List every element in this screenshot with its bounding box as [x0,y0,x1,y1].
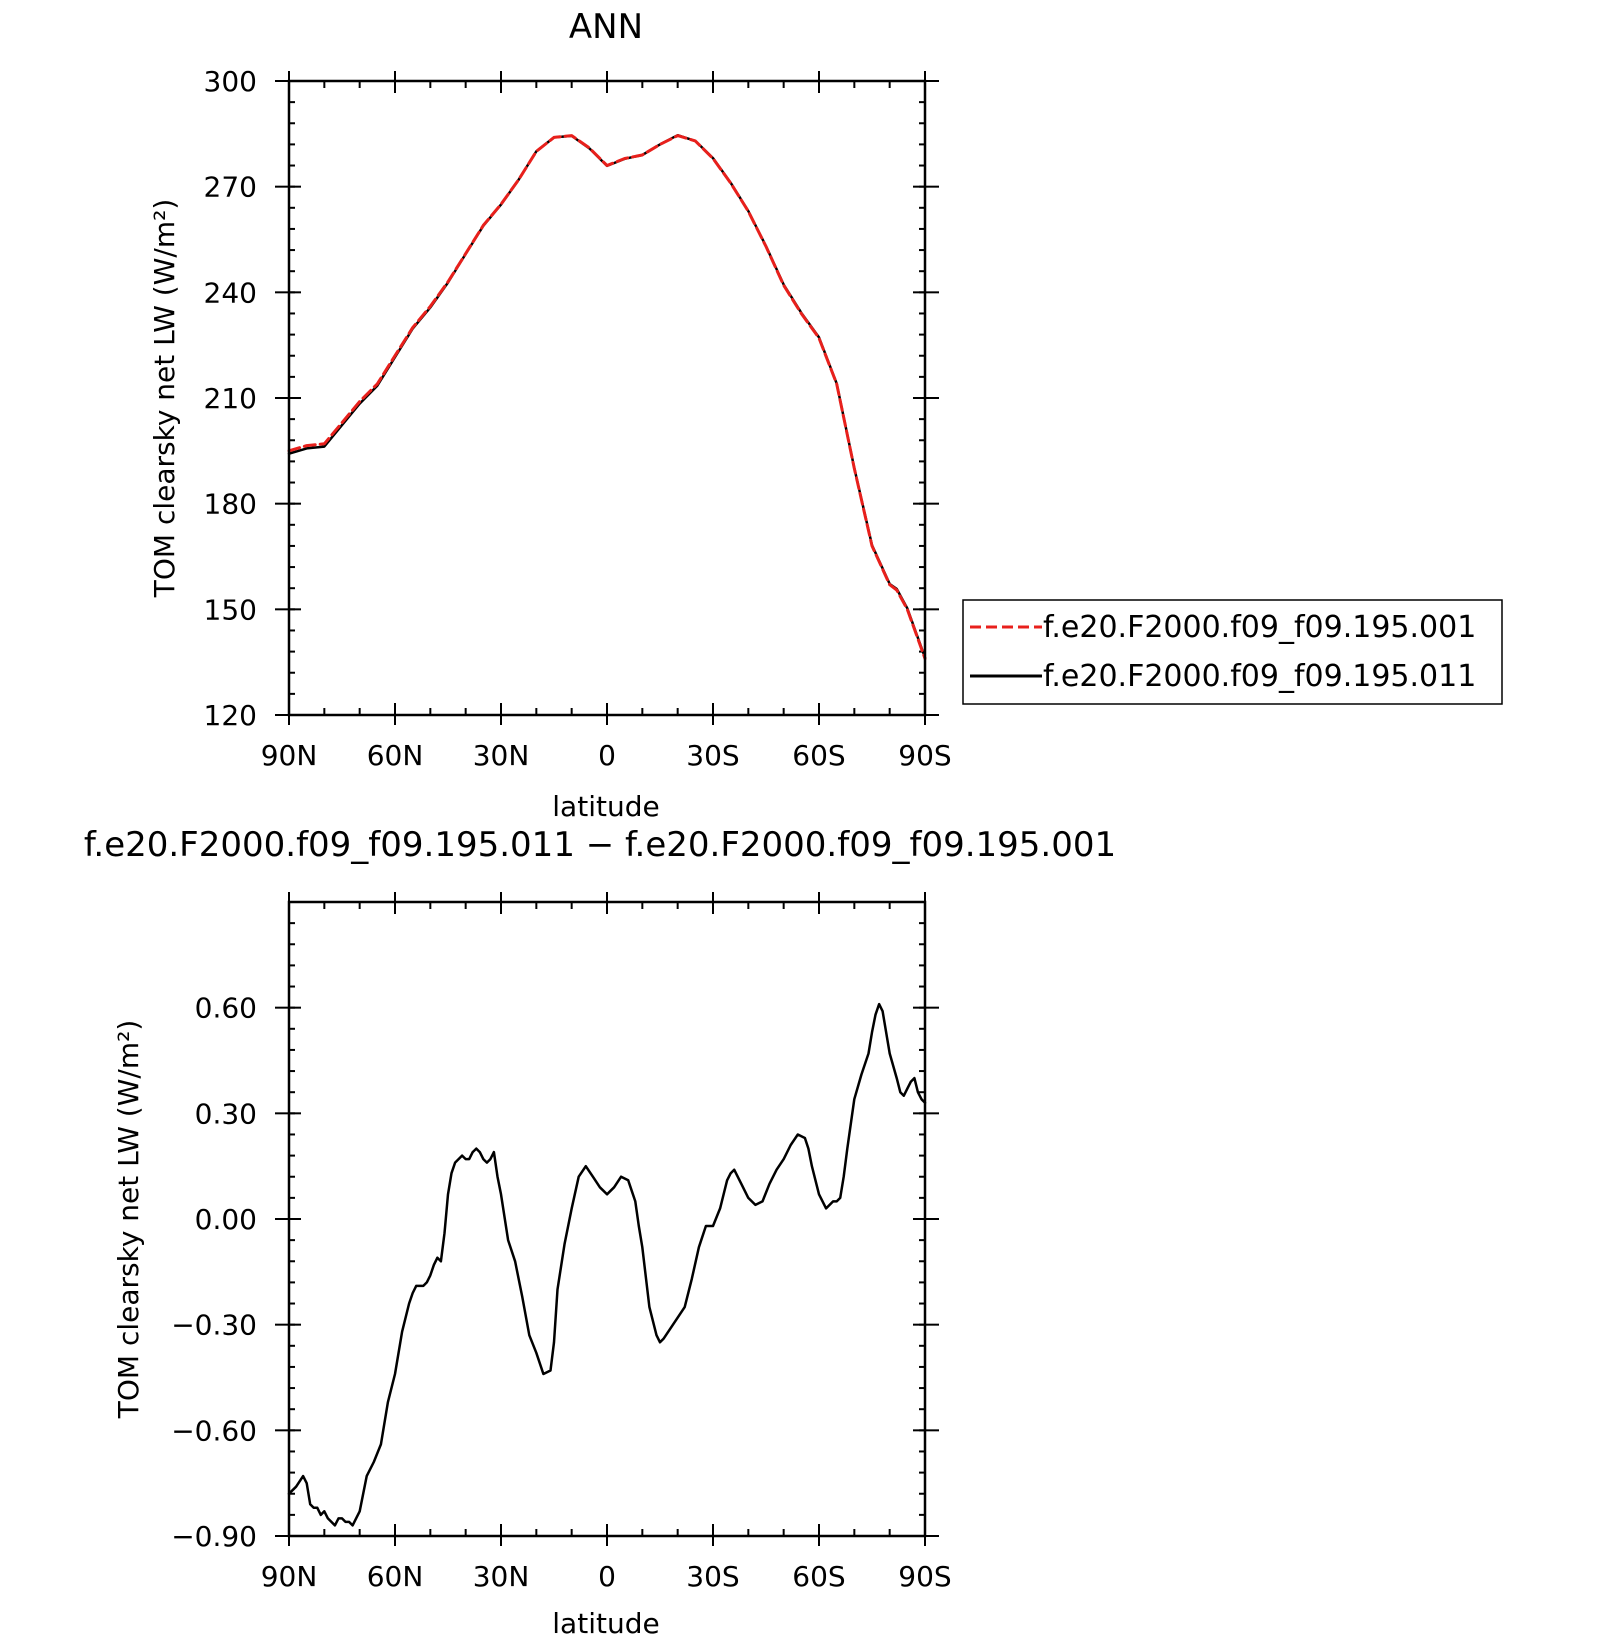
chart-panel-difference: f.e20.F2000.f09_f09.195.011 − f.e20.F200… [84,825,1116,1640]
x-tick-labels: 90N 60N 30N 0 30S 60S 90S [261,739,952,772]
x-tick-label: 90N [261,1560,318,1593]
legend-entry-1: f.e20.F2000.f09_f09.195.001 [1043,610,1476,645]
y-tick-label: 0.60 [195,992,257,1025]
x-tick-label: 90S [898,739,951,772]
y-axis-label: TOM clearsky net LW (W/m²) [112,1020,145,1419]
series-line-solid [287,1002,927,1527]
legend: f.e20.F2000.f09_f09.195.001 f.e20.F2000.… [962,599,1503,705]
y-tick-labels: −0.90 −0.60 −0.30 0.00 0.30 0.60 [171,992,257,1553]
y-tick-label: 240 [204,276,257,309]
x-tick-label: 90S [898,1560,951,1593]
x-tick-label: 30S [686,739,739,772]
y-tick-label: −0.30 [171,1309,257,1342]
x-tick-label: 90N [261,739,318,772]
y-tick-label: −0.90 [171,1520,257,1553]
x-tick-label: 60S [792,739,845,772]
x-tick-label: 0 [598,1560,616,1593]
x-axis-label: latitude [552,1607,659,1640]
chart-panel-ann: ANN 120 150 180 210 240 270 300 90N 60N 30N 0 30S 6… [148,7,1503,823]
x-axis-label: latitude [552,790,659,823]
y-tick-labels: 120 150 180 210 240 270 300 [204,65,257,732]
y-tick-label: 150 [204,593,257,626]
series-group [287,133,927,661]
legend-box [962,599,1503,705]
chart-title: f.e20.F2000.f09_f09.195.011 − f.e20.F200… [84,825,1116,865]
x-tick-label: 60S [792,1560,845,1593]
plot-frame [287,79,927,717]
x-tick-label: 30N [473,739,530,772]
x-tick-label: 0 [598,739,616,772]
x-tick-label: 30N [473,1560,530,1593]
y-tick-label: −0.60 [171,1414,257,1447]
y-axis-label: TOM clearsky net LW (W/m²) [148,199,181,598]
y-tick-label: 210 [204,382,257,415]
legend-entry-2: f.e20.F2000.f09_f09.195.011 [1043,659,1476,694]
y-tick-label: 180 [204,488,257,521]
y-tick-label: 120 [204,699,257,732]
series-line-solid [287,133,927,659]
series-line-dashed [287,134,927,661]
chart-title: ANN [569,7,643,47]
x-tick-labels: 90N 60N 30N 0 30S 60S 90S [261,1560,952,1593]
plot-frame [287,900,927,1538]
x-tick-label: 60N [367,1560,424,1593]
y-tick-label: 0.00 [195,1203,257,1236]
x-tick-label: 60N [367,739,424,772]
y-tick-label: 300 [204,65,257,98]
y-tick-label: 0.30 [195,1097,257,1130]
axis-ticks [275,892,939,1546]
x-tick-label: 30S [686,1560,739,1593]
series-group [287,1002,927,1527]
y-tick-label: 270 [204,171,257,204]
